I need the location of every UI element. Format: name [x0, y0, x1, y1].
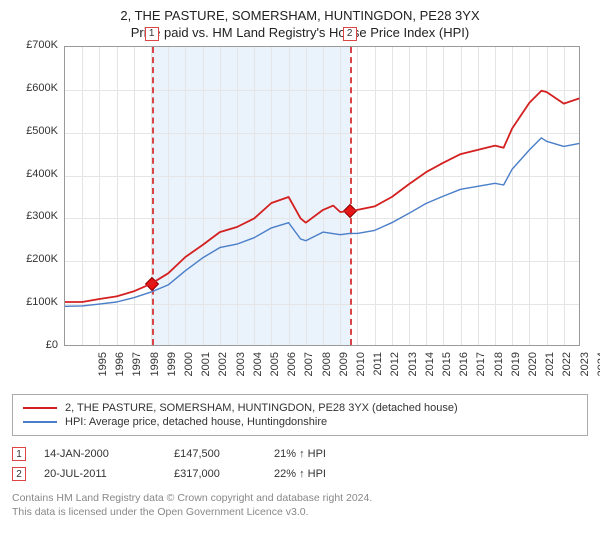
y-axis-label: £300K: [12, 210, 58, 222]
x-axis-label: 2003: [235, 352, 247, 388]
transaction-row: 2 20-JUL-2011 £317,000 22% ↑ HPI: [12, 464, 588, 484]
x-axis-label: 2001: [200, 352, 212, 388]
legend-swatch: [23, 421, 57, 423]
footnote: Contains HM Land Registry data © Crown c…: [12, 492, 588, 519]
y-axis-label: £200K: [12, 253, 58, 265]
x-axis-label: 1998: [149, 352, 161, 388]
x-axis-label: 2015: [441, 352, 453, 388]
series-svg: [65, 47, 581, 347]
title-block: 2, THE PASTURE, SOMERSHAM, HUNTINGDON, P…: [12, 8, 588, 40]
title-subtitle: Price paid vs. HM Land Registry's House …: [12, 25, 588, 40]
y-axis-label: £500K: [12, 125, 58, 137]
x-axis-label: 2008: [321, 352, 333, 388]
x-axis-label: 2002: [217, 352, 229, 388]
transaction-date: 14-JAN-2000: [44, 448, 174, 460]
x-axis-label: 2013: [407, 352, 419, 388]
y-axis-label: £400K: [12, 168, 58, 180]
chart: 12£0£100K£200K£300K£400K£500K£600K£700K1…: [12, 46, 588, 388]
x-axis-label: 1995: [97, 352, 109, 388]
x-axis-label: 2004: [252, 352, 264, 388]
x-axis-label: 2024: [596, 352, 600, 388]
transaction-row: 1 14-JAN-2000 £147,500 21% ↑ HPI: [12, 444, 588, 464]
y-axis-label: £100K: [12, 296, 58, 308]
x-axis-label: 2011: [372, 352, 384, 388]
y-axis-label: £0: [12, 339, 58, 351]
y-axis-label: £600K: [12, 82, 58, 94]
x-axis-label: 2007: [303, 352, 315, 388]
marker-box: 2: [343, 27, 357, 41]
x-axis-label: 2021: [544, 352, 556, 388]
x-axis-label: 2009: [338, 352, 350, 388]
legend-item: 2, THE PASTURE, SOMERSHAM, HUNTINGDON, P…: [23, 401, 577, 415]
transaction-price: £147,500: [174, 448, 274, 460]
title-address: 2, THE PASTURE, SOMERSHAM, HUNTINGDON, P…: [12, 8, 588, 23]
x-axis-label: 2000: [183, 352, 195, 388]
transactions-table: 1 14-JAN-2000 £147,500 21% ↑ HPI 2 20-JU…: [12, 444, 588, 484]
legend-swatch: [23, 407, 57, 409]
x-axis-label: 2012: [389, 352, 401, 388]
transaction-index: 1: [12, 447, 26, 461]
x-axis-label: 2005: [269, 352, 281, 388]
transaction-price: £317,000: [174, 468, 274, 480]
x-axis-label: 1996: [114, 352, 126, 388]
x-axis-label: 2018: [493, 352, 505, 388]
x-axis-label: 2016: [458, 352, 470, 388]
x-axis-label: 1997: [131, 352, 143, 388]
container: 2, THE PASTURE, SOMERSHAM, HUNTINGDON, P…: [0, 0, 600, 560]
transaction-index: 2: [12, 467, 26, 481]
plot-area: 12: [64, 46, 580, 346]
legend: 2, THE PASTURE, SOMERSHAM, HUNTINGDON, P…: [12, 394, 588, 436]
footnote-line: This data is licensed under the Open Gov…: [12, 506, 588, 520]
series-line: [65, 138, 579, 306]
x-axis-label: 2010: [355, 352, 367, 388]
legend-label: HPI: Average price, detached house, Hunt…: [65, 416, 327, 428]
legend-item: HPI: Average price, detached house, Hunt…: [23, 415, 577, 429]
x-axis-label: 2014: [424, 352, 436, 388]
x-axis-label: 2020: [527, 352, 539, 388]
x-axis-label: 2023: [579, 352, 591, 388]
x-axis-label: 2019: [510, 352, 522, 388]
marker-box: 1: [145, 27, 159, 41]
x-axis-label: 2017: [475, 352, 487, 388]
x-axis-label: 1999: [166, 352, 178, 388]
transaction-delta: 21% ↑ HPI: [274, 448, 384, 460]
transaction-date: 20-JUL-2011: [44, 468, 174, 480]
y-axis-label: £700K: [12, 39, 58, 51]
x-axis-label: 2022: [561, 352, 573, 388]
footnote-line: Contains HM Land Registry data © Crown c…: [12, 492, 588, 506]
transaction-delta: 22% ↑ HPI: [274, 468, 384, 480]
legend-label: 2, THE PASTURE, SOMERSHAM, HUNTINGDON, P…: [65, 402, 458, 414]
x-axis-label: 2006: [286, 352, 298, 388]
series-line: [65, 91, 579, 302]
